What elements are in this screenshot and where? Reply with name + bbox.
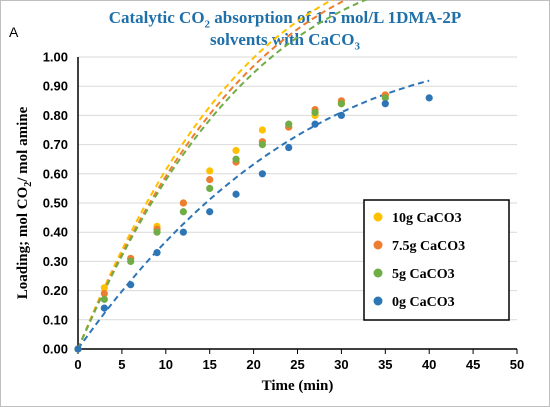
x-tick-label: 0: [74, 357, 81, 372]
data-point-series-1: [258, 126, 266, 134]
data-point-series-4: [232, 190, 240, 198]
data-point-series-3: [381, 94, 389, 102]
data-point-series-4: [258, 170, 266, 178]
y-tick-label: 0.40: [43, 225, 68, 240]
data-point-series-3: [127, 257, 135, 265]
data-point-series-4: [179, 228, 187, 236]
data-point-series-4: [425, 94, 433, 102]
data-point-series-4: [74, 345, 82, 353]
y-tick-label: 0.60: [43, 166, 68, 181]
chart-title-line-1: Catalytic CO2 absorption of 1.5 mol/L 1D…: [108, 8, 462, 31]
data-point-series-3: [100, 295, 108, 303]
data-point-series-4: [153, 249, 161, 257]
y-tick-label: 0.90: [43, 79, 68, 94]
x-tick-label: 45: [466, 357, 480, 372]
legend-marker: [373, 296, 383, 306]
x-tick-label: 5: [118, 357, 125, 372]
data-point-series-3: [311, 108, 319, 117]
data-point-series-1: [100, 284, 108, 292]
data-point-series-3: [258, 141, 266, 149]
data-point-series-3: [206, 184, 214, 192]
data-point-series-1: [232, 146, 240, 155]
y-tick-label: 0.10: [43, 312, 68, 327]
y-tick-label: 1.00: [43, 50, 68, 65]
data-point-series-2: [206, 176, 214, 184]
data-point-series-4: [311, 120, 319, 128]
data-point-series-4: [337, 111, 345, 119]
legend-marker: [373, 212, 383, 222]
legend-label: 0g CaCO3: [392, 295, 455, 310]
trendline-series-4: [77, 79, 430, 350]
y-tick-label: 0.80: [43, 108, 68, 123]
x-tick-label: 40: [422, 357, 436, 372]
data-point-series-3: [285, 120, 293, 128]
legend-marker: [373, 268, 383, 278]
y-tick-label: 0.70: [43, 137, 68, 152]
x-tick-label: 15: [202, 357, 216, 372]
y-tick-label: 0.30: [43, 254, 68, 269]
x-tick-label: 30: [334, 357, 348, 372]
data-point-series-3: [153, 228, 161, 236]
data-point-series-4: [100, 304, 108, 312]
data-point-series-2: [100, 289, 108, 298]
data-point-series-4: [206, 208, 214, 216]
data-point-series-4: [285, 143, 293, 152]
data-point-series-2: [179, 199, 187, 207]
y-axis-title: Loading; mol CO2/ mol amine: [15, 106, 34, 299]
panel-label: A: [9, 24, 19, 40]
x-axis-title: Time (min): [262, 378, 334, 394]
x-tick-label: 10: [159, 357, 173, 372]
legend-label: 5g CaCO3: [392, 267, 455, 282]
data-point-series-1: [206, 167, 214, 175]
legend-marker: [373, 240, 383, 250]
trendline-series-1: [77, 0, 334, 350]
legend-label: 10g CaCO3: [392, 211, 462, 226]
data-point-series-3: [337, 100, 345, 108]
x-tick-label: 25: [290, 357, 304, 372]
x-tick-label: 50: [510, 357, 524, 372]
data-point-series-3: [232, 155, 240, 163]
legend-label: 7.5g CaCO3: [392, 239, 465, 254]
data-point-series-3: [179, 208, 187, 216]
trendline-series-3: [77, 0, 368, 350]
y-tick-label: 0.20: [43, 283, 68, 298]
x-tick-label: 35: [378, 357, 392, 372]
x-tick-label: 20: [246, 357, 260, 372]
y-tick-label: 0.00: [43, 342, 68, 357]
y-tick-label: 0.50: [43, 196, 68, 211]
data-point-series-4: [127, 281, 135, 289]
legend-box: [363, 199, 510, 321]
data-point-series-4: [381, 100, 389, 108]
trendline-series-2: [77, 0, 348, 350]
